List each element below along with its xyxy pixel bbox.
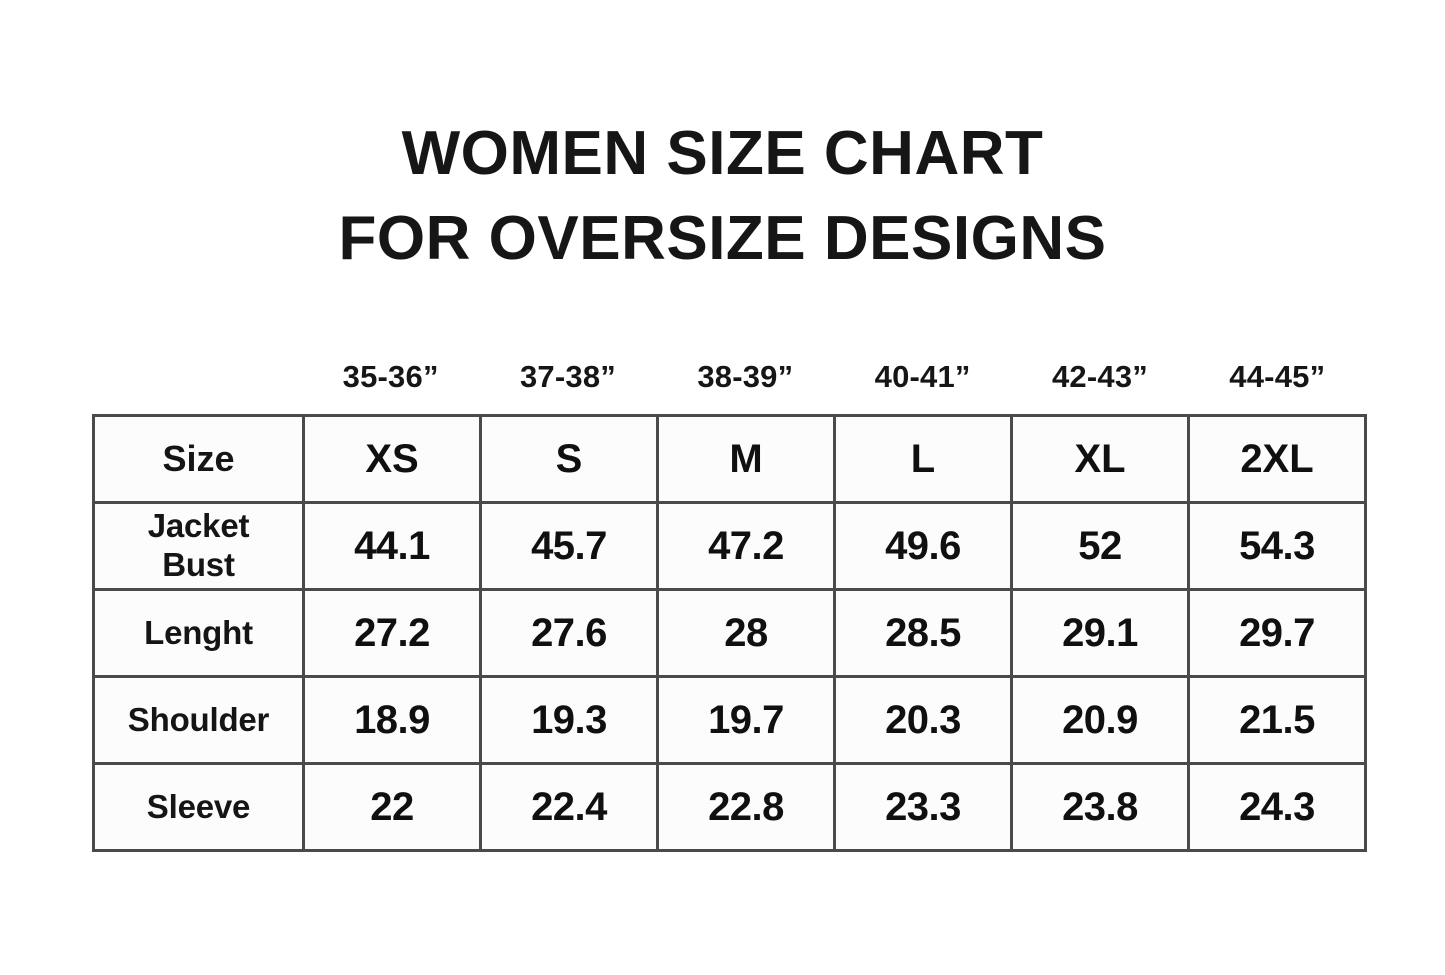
- sleeve-xs: 22: [302, 762, 482, 852]
- jacket-bust-m: 47.2: [656, 501, 836, 591]
- measurement-header-xl: 42-43”: [1051, 359, 1148, 394]
- row-header-line-2: Bust: [162, 546, 235, 583]
- size-chart-table: Size XS S M L XL 2XL Jacket Bust 44.1 45…: [92, 414, 1367, 852]
- lenght-s: 27.6: [479, 588, 659, 678]
- shoulder-s: 19.3: [479, 675, 659, 765]
- lenght-2xl: 29.7: [1187, 588, 1367, 678]
- measurement-header-xs: 35-36”: [342, 359, 439, 394]
- size-cell-xs: XS: [302, 414, 482, 504]
- table-row-jacket-bust: Jacket Bust 44.1 45.7 47.2 49.6 52 54.3: [92, 501, 1367, 591]
- measurement-header-s: 37-38”: [519, 359, 616, 394]
- jacket-bust-xl: 52: [1010, 501, 1190, 591]
- table-row-sleeve: Sleeve 22 22.4 22.8 23.3 23.8 24.3: [92, 762, 1367, 852]
- sleeve-2xl: 24.3: [1187, 762, 1367, 852]
- row-header-shoulder: Shoulder: [92, 675, 305, 765]
- jacket-bust-xs: 44.1: [302, 501, 482, 591]
- jacket-bust-l: 49.6: [833, 501, 1013, 591]
- title-line-1: WOMEN SIZE CHART: [401, 119, 1044, 188]
- size-cell-xl: XL: [1010, 414, 1190, 504]
- shoulder-xl: 20.9: [1010, 675, 1190, 765]
- sleeve-m: 22.8: [656, 762, 836, 852]
- lenght-l: 28.5: [833, 588, 1013, 678]
- table-row-lenght: Lenght 27.2 27.6 28 28.5 29.1 29.7: [92, 588, 1367, 678]
- row-header-size: Size: [92, 414, 305, 504]
- title-line-2: FOR OVERSIZE DESIGNS: [338, 203, 1107, 273]
- size-cell-l: L: [833, 414, 1013, 504]
- lenght-m: 28: [656, 588, 836, 678]
- measurement-header-m: 38-39”: [697, 359, 794, 394]
- lenght-xs: 27.2: [302, 588, 482, 678]
- sleeve-xl: 23.8: [1010, 762, 1190, 852]
- row-header-lenght: Lenght: [92, 588, 305, 678]
- sleeve-l: 23.3: [833, 762, 1013, 852]
- row-header-sleeve: Sleeve: [92, 762, 305, 852]
- measurement-header-row: 35-36” 37-38” 38-39” 40-41” 42-43” 44-45…: [92, 348, 1366, 406]
- page-title: WOMEN SIZE CHART FOR OVERSIZE DESIGNS: [0, 112, 1445, 282]
- shoulder-2xl: 21.5: [1187, 675, 1367, 765]
- sleeve-s: 22.4: [479, 762, 659, 852]
- measurement-header-2xl: 44-45”: [1229, 359, 1326, 394]
- measurement-header-l: 40-41”: [874, 359, 971, 394]
- jacket-bust-s: 45.7: [479, 501, 659, 591]
- table-row-shoulder: Shoulder 18.9 19.3 19.7 20.3 20.9 21.5: [92, 675, 1367, 765]
- size-cell-s: S: [479, 414, 659, 504]
- size-cell-2xl: 2XL: [1187, 414, 1367, 504]
- shoulder-xs: 18.9: [302, 675, 482, 765]
- row-header-jacket-bust: Jacket Bust: [92, 501, 305, 591]
- row-header-line-1: Jacket: [147, 507, 250, 545]
- lenght-xl: 29.1: [1010, 588, 1190, 678]
- shoulder-l: 20.3: [833, 675, 1013, 765]
- jacket-bust-2xl: 54.3: [1187, 501, 1367, 591]
- table-row-size: Size XS S M L XL 2XL: [92, 414, 1367, 504]
- shoulder-m: 19.7: [656, 675, 836, 765]
- size-cell-m: M: [656, 414, 836, 504]
